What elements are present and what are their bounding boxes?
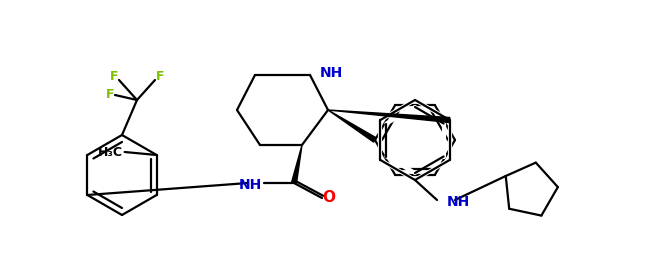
Text: H₃C: H₃C (98, 146, 123, 158)
Text: F: F (110, 71, 118, 83)
Polygon shape (328, 110, 377, 142)
Text: NH: NH (447, 195, 470, 209)
Text: NH: NH (239, 178, 262, 192)
Polygon shape (292, 145, 302, 184)
Text: NH: NH (320, 66, 344, 80)
Text: O: O (322, 191, 336, 206)
Polygon shape (328, 110, 450, 122)
Text: F: F (105, 88, 115, 102)
Text: F: F (156, 71, 164, 83)
